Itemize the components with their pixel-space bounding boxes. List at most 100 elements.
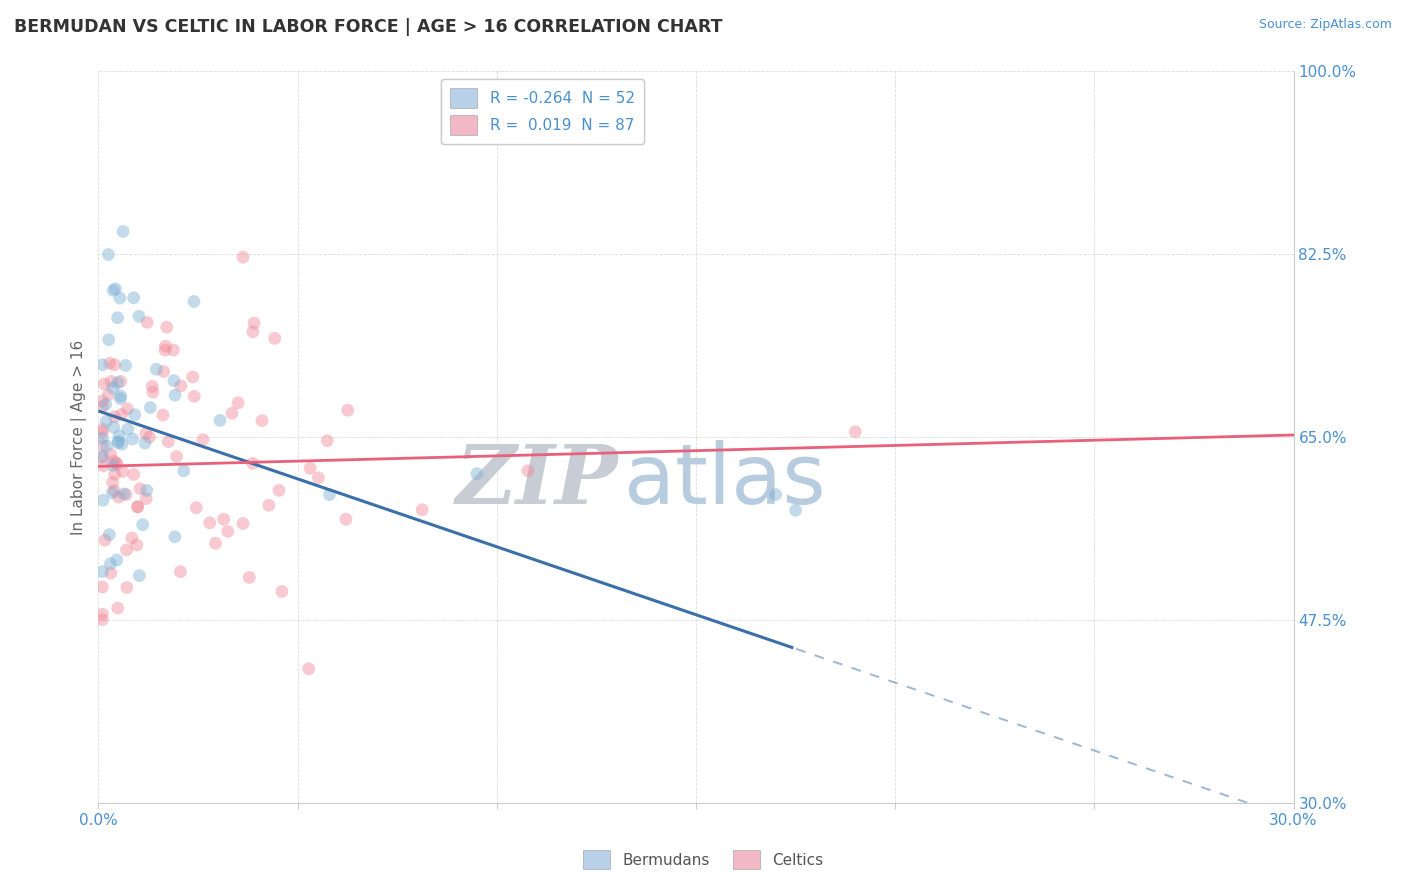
Point bbox=[103, 358, 125, 372]
Point bbox=[104, 467, 127, 482]
Point bbox=[204, 536, 226, 550]
Point bbox=[141, 379, 163, 393]
Point bbox=[135, 483, 157, 498]
Point bbox=[221, 406, 243, 420]
Point bbox=[104, 409, 127, 424]
Point bbox=[122, 291, 145, 305]
Point bbox=[163, 530, 186, 544]
Point bbox=[91, 431, 114, 445]
Point bbox=[93, 376, 115, 391]
Point bbox=[217, 524, 239, 539]
Point bbox=[107, 434, 129, 449]
Point bbox=[238, 570, 260, 584]
Point bbox=[152, 408, 174, 422]
Point bbox=[100, 557, 122, 571]
Point bbox=[191, 433, 214, 447]
Point bbox=[136, 315, 159, 329]
Point bbox=[516, 464, 538, 478]
Point bbox=[112, 225, 135, 239]
Point bbox=[94, 397, 117, 411]
Point bbox=[335, 512, 357, 526]
Point bbox=[243, 316, 266, 330]
Point bbox=[100, 447, 122, 461]
Point bbox=[316, 434, 339, 448]
Point bbox=[157, 434, 180, 449]
Text: Source: ZipAtlas.com: Source: ZipAtlas.com bbox=[1258, 18, 1392, 31]
Point bbox=[122, 467, 145, 482]
Point bbox=[166, 450, 188, 464]
Point bbox=[765, 487, 787, 501]
Point bbox=[135, 491, 157, 506]
Point bbox=[110, 392, 132, 406]
Point bbox=[101, 381, 124, 395]
Point bbox=[103, 420, 125, 434]
Point bbox=[111, 437, 134, 451]
Point bbox=[94, 533, 117, 548]
Point bbox=[257, 498, 280, 512]
Point bbox=[232, 250, 254, 264]
Point bbox=[91, 450, 114, 465]
Text: atlas: atlas bbox=[624, 441, 825, 522]
Point bbox=[135, 426, 157, 441]
Point bbox=[263, 331, 285, 345]
Y-axis label: In Labor Force | Age > 16: In Labor Force | Age > 16 bbox=[72, 340, 87, 534]
Point bbox=[91, 580, 114, 594]
Point bbox=[125, 538, 148, 552]
Point bbox=[107, 310, 129, 325]
Point bbox=[298, 662, 321, 676]
Point bbox=[107, 601, 129, 615]
Point bbox=[139, 401, 162, 415]
Point bbox=[108, 291, 131, 305]
Point bbox=[270, 584, 292, 599]
Point bbox=[91, 400, 114, 414]
Point bbox=[103, 454, 125, 468]
Point bbox=[110, 408, 132, 422]
Point bbox=[318, 487, 340, 501]
Point bbox=[100, 375, 122, 389]
Point bbox=[163, 388, 186, 402]
Point bbox=[115, 542, 138, 557]
Point bbox=[181, 370, 204, 384]
Point bbox=[155, 339, 177, 353]
Point bbox=[173, 464, 195, 478]
Point bbox=[91, 613, 114, 627]
Point bbox=[98, 527, 121, 541]
Point bbox=[103, 284, 125, 298]
Point bbox=[186, 500, 208, 515]
Point bbox=[105, 553, 128, 567]
Point bbox=[162, 343, 184, 357]
Point bbox=[93, 458, 115, 473]
Point bbox=[212, 512, 235, 526]
Point bbox=[94, 415, 117, 429]
Point bbox=[101, 475, 124, 490]
Point bbox=[129, 482, 152, 496]
Point bbox=[198, 516, 221, 530]
Point bbox=[145, 362, 167, 376]
Point bbox=[107, 435, 129, 450]
Point bbox=[183, 294, 205, 309]
Point bbox=[98, 356, 121, 370]
Point bbox=[411, 503, 433, 517]
Point bbox=[142, 385, 165, 400]
Point bbox=[121, 432, 143, 446]
Text: BERMUDAN VS CELTIC IN LABOR FORCE | AGE > 16 CORRELATION CHART: BERMUDAN VS CELTIC IN LABOR FORCE | AGE … bbox=[14, 18, 723, 36]
Point bbox=[242, 325, 264, 339]
Point bbox=[101, 486, 124, 500]
Point bbox=[299, 461, 322, 475]
Point bbox=[128, 310, 150, 324]
Point bbox=[169, 565, 191, 579]
Point bbox=[170, 379, 193, 393]
Point bbox=[124, 408, 146, 422]
Legend: Bermudans, Celtics: Bermudans, Celtics bbox=[576, 844, 830, 875]
Point bbox=[91, 438, 114, 452]
Point bbox=[121, 531, 143, 545]
Point bbox=[91, 449, 114, 463]
Point bbox=[226, 396, 249, 410]
Point bbox=[107, 376, 129, 390]
Point bbox=[110, 375, 132, 389]
Point bbox=[267, 483, 290, 498]
Point bbox=[96, 439, 118, 453]
Point bbox=[91, 358, 114, 372]
Legend: R = -0.264  N = 52, R =  0.019  N = 87: R = -0.264 N = 52, R = 0.019 N = 87 bbox=[440, 79, 644, 145]
Point bbox=[183, 389, 205, 403]
